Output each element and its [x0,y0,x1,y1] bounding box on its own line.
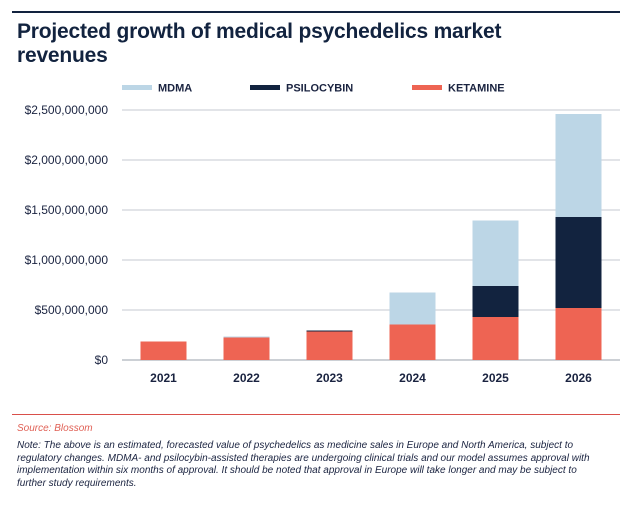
chart-title: Projected growth of medical psychedelics… [17,20,502,67]
bar-2024-mdma [389,292,436,325]
y-tick-label: $2,500,000,000 [25,103,109,117]
grid [122,109,620,361]
bar-2022-mdma [223,336,270,338]
top-rule [12,11,620,13]
x-tick-label: 2026 [565,371,592,385]
x-tick-label: 2023 [316,371,343,385]
source-text: Source: Blossom [17,423,93,434]
x-tick-label: 2021 [150,371,177,385]
bar-2021-ketamine [140,341,187,360]
bar-2025-ketamine [472,317,519,360]
bar-2024-ketamine [389,324,436,360]
y-tick-label: $1,000,000,000 [25,253,109,267]
legend-swatch-psilocybin [250,85,280,90]
bottom-rule [12,414,620,415]
bar-2023-psilocybin [306,330,353,332]
y-axis: $0 $500,000,000 $1,000,000,000 $1,500,000,0… [25,103,109,367]
bar-2026-psilocybin [555,217,602,308]
note-text: Note: The above is an estimated, forecas… [17,440,590,489]
bar-2025-psilocybin [472,286,519,317]
y-tick-label: $2,000,000,000 [25,153,109,167]
y-tick-label: $0 [95,353,109,367]
y-tick-label: $1,500,000,000 [25,203,109,217]
bar-2025-mdma [472,220,519,286]
bar-2026-ketamine [555,308,602,360]
x-axis: 2021 2022 2023 2024 2025 2026 [150,371,592,385]
legend-label-ketamine: KETAMINE [448,83,505,95]
bar-2023-ketamine [306,331,353,360]
legend-swatch-ketamine [412,85,442,90]
chart: MDMA PSILOCYBIN KETAMINE $0 $500,000,000 $1,… [25,83,620,385]
legend-swatch-mdma [122,85,152,90]
x-tick-label: 2022 [233,371,260,385]
y-tick-label: $500,000,000 [35,303,109,317]
legend-label-psilocybin: PSILOCYBIN [286,83,353,95]
x-tick-label: 2024 [399,371,426,385]
legend-label-mdma: MDMA [158,83,192,95]
bar-2026-mdma [555,114,602,217]
x-tick-label: 2025 [482,371,509,385]
legend: MDMA PSILOCYBIN KETAMINE [122,83,505,95]
bars [140,114,602,360]
bar-2022-ketamine [223,337,270,360]
